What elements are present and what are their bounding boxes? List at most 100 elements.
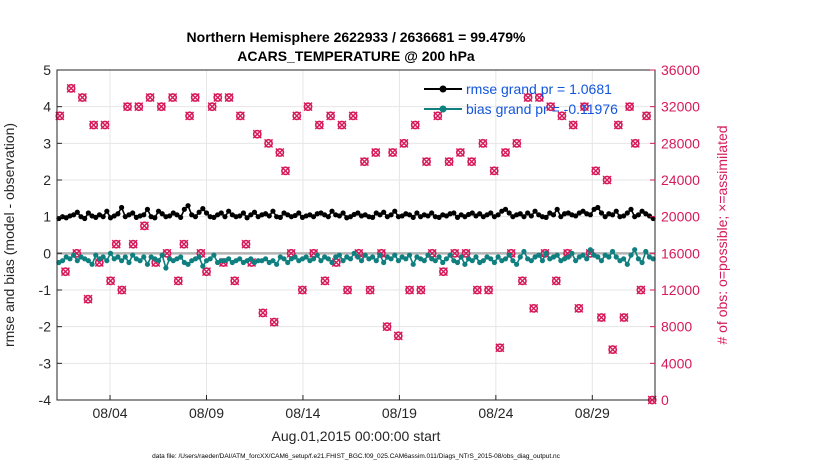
rmse-point (525, 210, 531, 216)
rmse-point (100, 214, 106, 220)
bias-point (613, 254, 619, 260)
obs-assimilated-cross (106, 276, 116, 286)
obs-assimilated-cross (523, 93, 533, 102)
rmse-point (410, 214, 416, 220)
bias-point (115, 254, 121, 260)
bias-point (314, 252, 320, 258)
rmse-point (277, 214, 283, 220)
bias-point (281, 256, 287, 262)
obs-possible-circle (388, 148, 398, 157)
bias-point (141, 254, 147, 260)
obs-count-marker (642, 111, 652, 121)
y-left-tick-label: -2 (39, 319, 52, 335)
obs-possible-circle (636, 285, 646, 295)
obs-count-marker (410, 120, 420, 130)
y-left-tick-label: -3 (39, 355, 52, 371)
obs-count-marker (241, 239, 251, 249)
obs-assimilated-cross (269, 317, 279, 327)
obs-possible-circle (518, 276, 527, 286)
obs-possible-circle (241, 239, 251, 249)
rmse-point (104, 208, 110, 214)
obs-assimilated-cross (320, 276, 330, 286)
bias-point (285, 259, 291, 266)
rmse-series-layer (56, 203, 656, 222)
obs-assimilated-cross (630, 138, 640, 148)
rmse-point (144, 206, 151, 212)
bias-series-layer (56, 247, 656, 271)
obs-assimilated-cross (280, 166, 290, 176)
bias-point (325, 256, 331, 262)
bias-point (443, 256, 450, 262)
y-right-tick-label: 36000 (661, 62, 700, 78)
obs-possible-circle (568, 120, 578, 130)
obs-possible-circle (179, 239, 189, 249)
bias-point (329, 259, 335, 266)
rmse-point (174, 212, 180, 218)
bias-point (347, 256, 354, 262)
bias-point (528, 258, 534, 264)
bias-point (521, 248, 527, 255)
obs-count-marker (636, 285, 646, 295)
obs-assimilated-cross (168, 93, 178, 102)
bias-point (458, 254, 464, 260)
obs-assimilated-cross (241, 239, 251, 249)
obs-possible-circle (360, 157, 369, 167)
obs-assimilated-cross (613, 120, 623, 130)
bias-point (310, 256, 317, 262)
rmse-point (355, 210, 361, 216)
obs-count-marker (393, 331, 403, 341)
rmse-point (196, 209, 202, 215)
obs-count-marker (156, 102, 166, 112)
rmse-point (240, 210, 247, 216)
bias-point (362, 252, 368, 258)
obs-possible-circle (145, 93, 155, 102)
rmse-point (454, 214, 461, 220)
rmse-point (495, 212, 501, 218)
obs-count-marker (343, 285, 353, 295)
bias-point (502, 256, 509, 262)
obs-possible-circle (484, 285, 493, 295)
obs-count-marker (269, 317, 279, 327)
obs-assimilated-cross (484, 285, 494, 295)
bias-point (178, 254, 184, 260)
rmse-point (639, 208, 645, 214)
rmse-point (115, 211, 121, 217)
obs-possible-circle (613, 120, 623, 130)
legend-bias-marker (439, 105, 447, 113)
obs-possible-circle (472, 285, 482, 295)
bias-point (495, 254, 501, 260)
y-left-tick-label: 0 (43, 245, 51, 261)
rmse-point (155, 208, 162, 214)
chart-title-line1: Northern Hemisphere 2622933 / 2636681 = … (187, 29, 526, 45)
rmse-point (429, 210, 435, 216)
obs-possible-circle (405, 285, 414, 295)
rmse-point (635, 212, 641, 218)
y-left-tick-label: 5 (43, 62, 51, 78)
obs-possible-circle (422, 157, 431, 167)
rmse-point (152, 215, 158, 221)
x-tick-label: 08/19 (382, 405, 417, 421)
obs-possible-circle (489, 166, 499, 176)
obs-assimilated-cross (619, 313, 629, 322)
rmse-point (646, 213, 653, 219)
obs-assimilated-cross (467, 157, 477, 167)
obs-assimilated-cross (591, 166, 601, 176)
obs-count-marker (106, 276, 116, 286)
bias-point (381, 259, 387, 266)
bias-point (159, 252, 165, 258)
bias-point (609, 248, 616, 255)
bias-point (74, 258, 80, 264)
obs-count-marker (557, 111, 567, 121)
obs-assimilated-cross (337, 120, 347, 130)
obs-possible-circle (512, 138, 522, 148)
bias-point (130, 252, 136, 258)
obs-assimilated-cross (314, 120, 324, 130)
rmse-point (521, 214, 527, 220)
obs-possible-circle (619, 313, 629, 322)
rmse-point (141, 212, 147, 218)
y-right-tick-label: 4000 (661, 355, 692, 371)
obs-count-marker (111, 239, 121, 249)
rmse-point (595, 204, 601, 211)
bias-point (395, 258, 402, 264)
obs-count-marker (337, 120, 347, 130)
